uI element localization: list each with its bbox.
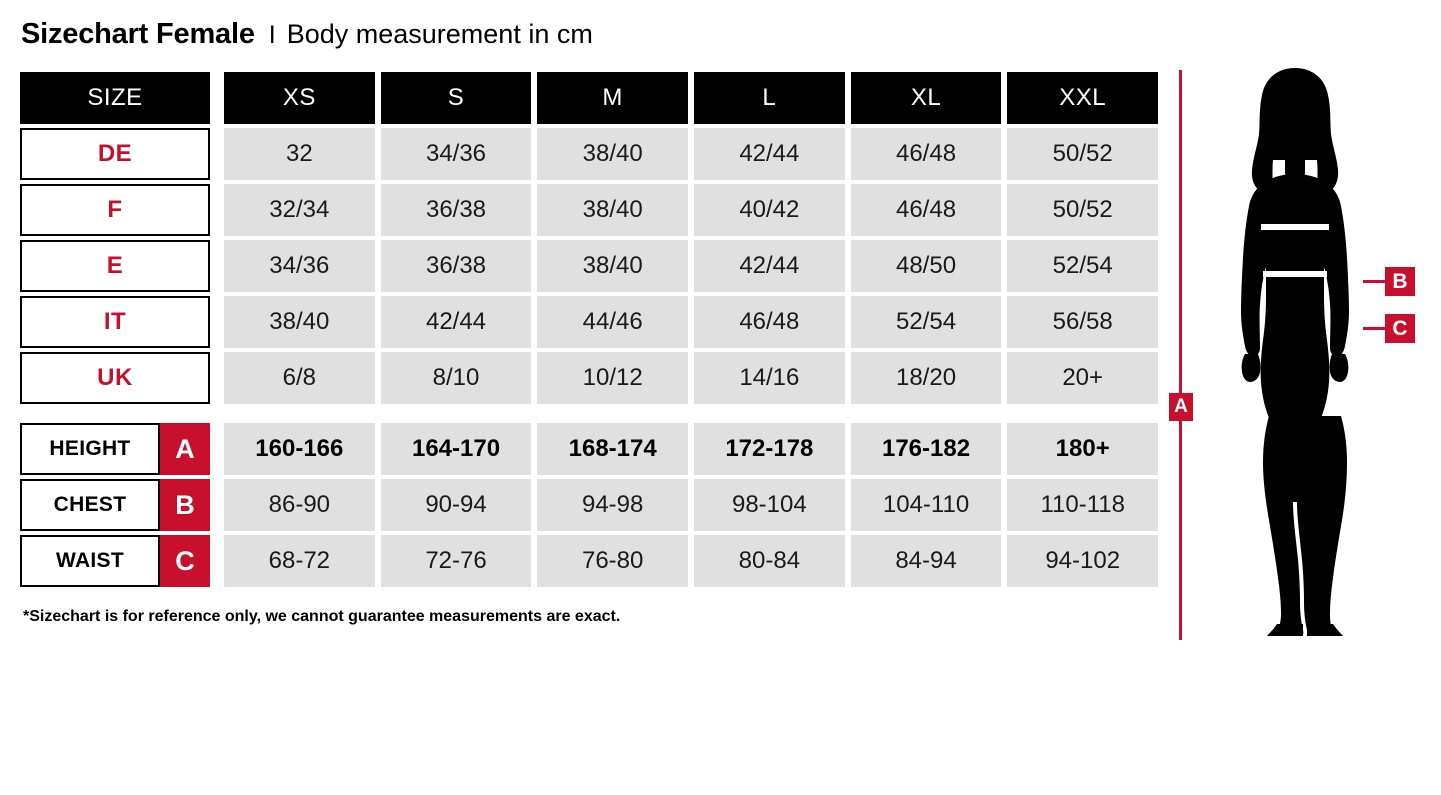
cell-height-s: 164-170: [380, 423, 532, 475]
cell-it-m: 44/46: [537, 296, 689, 348]
figure-marker-a: A: [1169, 393, 1193, 421]
chest-leader-line: [1363, 280, 1387, 283]
cell-it-xl: 52/54: [850, 296, 1002, 348]
row-label-f: F: [20, 184, 210, 236]
cell-e-xs: 34/36: [224, 240, 375, 292]
cell-height-xs: 160-166: [224, 423, 375, 475]
footnote-disclaimer: *Sizechart is for reference only, we can…: [23, 608, 621, 625]
cell-e-m: 38/40: [537, 240, 689, 292]
row-label-de: DE: [20, 128, 210, 180]
row-label-height-text: HEIGHT: [20, 423, 160, 475]
cell-f-xxl: 50/52: [1007, 184, 1159, 236]
table-row: CHEST B 86-90 90-94 94-98 98-104 104-110…: [20, 479, 1159, 531]
cell-height-xl: 176-182: [850, 423, 1002, 475]
column-header-l: L: [694, 72, 845, 124]
cell-waist-m: 76-80: [537, 535, 689, 587]
row-label-height: HEIGHT A: [20, 423, 210, 475]
row-label-chest: CHEST B: [20, 479, 210, 531]
header-label-size: SIZE: [20, 72, 210, 124]
table-row: UK 6/8 8/10 10/12 14/16 18/20 20+: [20, 352, 1159, 404]
cell-de-xl: 46/48: [850, 128, 1002, 180]
waist-leader-line: [1363, 327, 1387, 330]
cell-chest-m: 94-98: [537, 479, 689, 531]
cell-f-s: 36/38: [380, 184, 532, 236]
title-main-text: Sizechart Female: [21, 18, 255, 50]
cell-de-m: 38/40: [537, 128, 689, 180]
cell-it-l: 46/48: [694, 296, 845, 348]
column-header-s: S: [380, 72, 532, 124]
cell-it-s: 42/44: [380, 296, 532, 348]
cell-e-s: 36/38: [380, 240, 532, 292]
cell-uk-s: 8/10: [380, 352, 532, 404]
row-label-uk: UK: [20, 352, 210, 404]
cell-de-l: 42/44: [694, 128, 845, 180]
cell-uk-xl: 18/20: [850, 352, 1002, 404]
page-title: Sizechart Female I Body measurement in c…: [21, 18, 593, 51]
cell-waist-xxl: 94-102: [1007, 535, 1159, 587]
cell-uk-l: 14/16: [694, 352, 845, 404]
table-row: HEIGHT A 160-166 164-170 168-174 172-178…: [20, 423, 1159, 475]
title-separator: I: [268, 21, 276, 49]
cell-e-l: 42/44: [694, 240, 845, 292]
cell-height-m: 168-174: [537, 423, 689, 475]
marker-badge-b: B: [160, 479, 210, 531]
cell-it-xs: 38/40: [224, 296, 375, 348]
column-header-xs: XS: [224, 72, 375, 124]
cell-chest-xs: 86-90: [224, 479, 375, 531]
cell-de-xs: 32: [224, 128, 375, 180]
row-label-chest-text: CHEST: [20, 479, 160, 531]
table-row: E 34/36 36/38 38/40 42/44 48/50 52/54: [20, 240, 1159, 292]
cell-waist-l: 80-84: [694, 535, 845, 587]
column-header-xxl: XXL: [1007, 72, 1159, 124]
cell-f-m: 38/40: [537, 184, 689, 236]
figure-marker-c: C: [1385, 314, 1415, 343]
column-header-m: M: [537, 72, 689, 124]
cell-chest-s: 90-94: [380, 479, 532, 531]
height-measure-line: [1179, 70, 1182, 640]
row-label-waist-text: WAIST: [20, 535, 160, 587]
row-label-waist: WAIST C: [20, 535, 210, 587]
column-header-xl: XL: [850, 72, 1002, 124]
cell-waist-xl: 84-94: [850, 535, 1002, 587]
row-label-e: E: [20, 240, 210, 292]
table-row: WAIST C 68-72 72-76 76-80 80-84 84-94 94…: [20, 535, 1159, 587]
table-row: F 32/34 36/38 38/40 40/42 46/48 50/52: [20, 184, 1159, 236]
cell-f-xs: 32/34: [224, 184, 375, 236]
cell-it-xxl: 56/58: [1007, 296, 1159, 348]
table-row: DE 32 34/36 38/40 42/44 46/48 50/52: [20, 128, 1159, 180]
cell-de-s: 34/36: [380, 128, 532, 180]
cell-uk-m: 10/12: [537, 352, 689, 404]
cell-uk-xs: 6/8: [224, 352, 375, 404]
cell-f-xl: 46/48: [850, 184, 1002, 236]
title-subtitle-text: Body measurement in cm: [286, 19, 593, 49]
cell-waist-xs: 68-72: [224, 535, 375, 587]
table-row: IT 38/40 42/44 44/46 46/48 52/54 56/58: [20, 296, 1159, 348]
table-header-row: SIZE XS S M L XL XXL: [20, 72, 1159, 124]
marker-badge-a: A: [160, 423, 210, 475]
marker-badge-c: C: [160, 535, 210, 587]
sizechart-table: SIZE XS S M L XL XXL DE 32 34/36 38/40 4…: [20, 72, 1159, 587]
body-figure-diagram: A B C: [1160, 60, 1441, 640]
figure-marker-b: B: [1385, 267, 1415, 296]
female-silhouette-icon: [1241, 68, 1349, 636]
cell-e-xxl: 52/54: [1007, 240, 1159, 292]
cell-waist-s: 72-76: [380, 535, 532, 587]
row-label-it: IT: [20, 296, 210, 348]
cell-e-xl: 48/50: [850, 240, 1002, 292]
cell-chest-xl: 104-110: [850, 479, 1002, 531]
cell-height-xxl: 180+: [1007, 423, 1159, 475]
cell-de-xxl: 50/52: [1007, 128, 1159, 180]
cell-uk-xxl: 20+: [1007, 352, 1159, 404]
cell-height-l: 172-178: [694, 423, 845, 475]
cell-chest-l: 98-104: [694, 479, 845, 531]
cell-f-l: 40/42: [694, 184, 845, 236]
cell-chest-xxl: 110-118: [1007, 479, 1159, 531]
